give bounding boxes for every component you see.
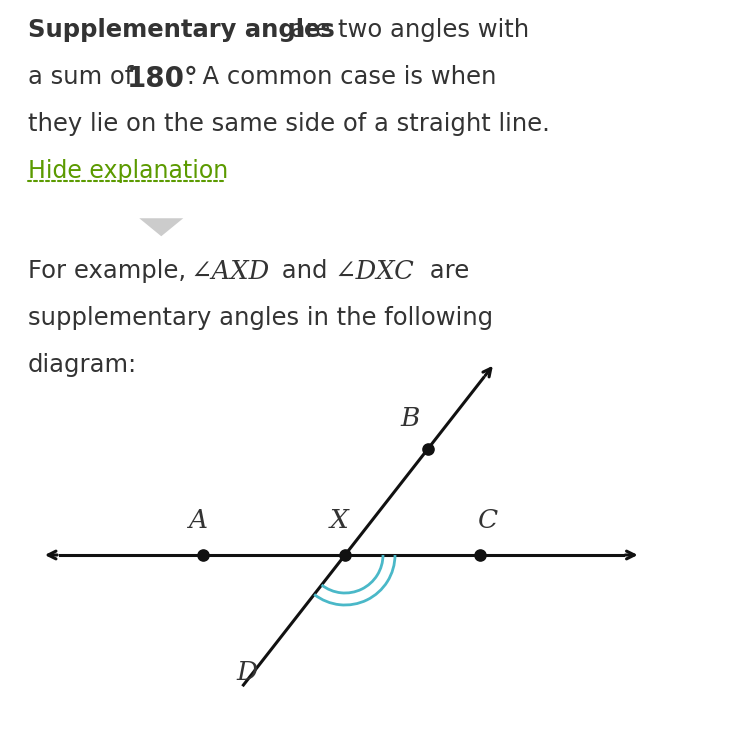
- Text: they lie on the same side of a straight line.: they lie on the same side of a straight …: [28, 112, 550, 136]
- Text: are two angles with: are two angles with: [283, 18, 530, 42]
- Text: C: C: [478, 508, 498, 533]
- Point: [196, 549, 208, 561]
- Text: X: X: [330, 508, 348, 533]
- Text: . A common case is when: . A common case is when: [187, 65, 496, 89]
- Text: For example,: For example,: [28, 260, 194, 284]
- Text: and: and: [274, 260, 335, 284]
- Point: [422, 442, 434, 454]
- Text: B: B: [400, 406, 420, 430]
- Text: supplementary angles in the following: supplementary angles in the following: [28, 306, 494, 330]
- Text: a sum of: a sum of: [28, 65, 141, 89]
- Text: ∠DXC: ∠DXC: [334, 260, 414, 284]
- Text: are: are: [422, 260, 470, 284]
- Text: A: A: [188, 508, 207, 533]
- Point: [339, 549, 351, 561]
- Text: D: D: [236, 661, 257, 686]
- Text: diagram:: diagram:: [28, 353, 137, 377]
- Text: Hide explanation: Hide explanation: [28, 159, 228, 183]
- Text: ∠AXD: ∠AXD: [190, 260, 269, 284]
- Text: 180°: 180°: [127, 65, 199, 93]
- Text: Supplementary angles: Supplementary angles: [28, 18, 334, 42]
- Polygon shape: [140, 218, 183, 236]
- Point: [474, 549, 486, 561]
